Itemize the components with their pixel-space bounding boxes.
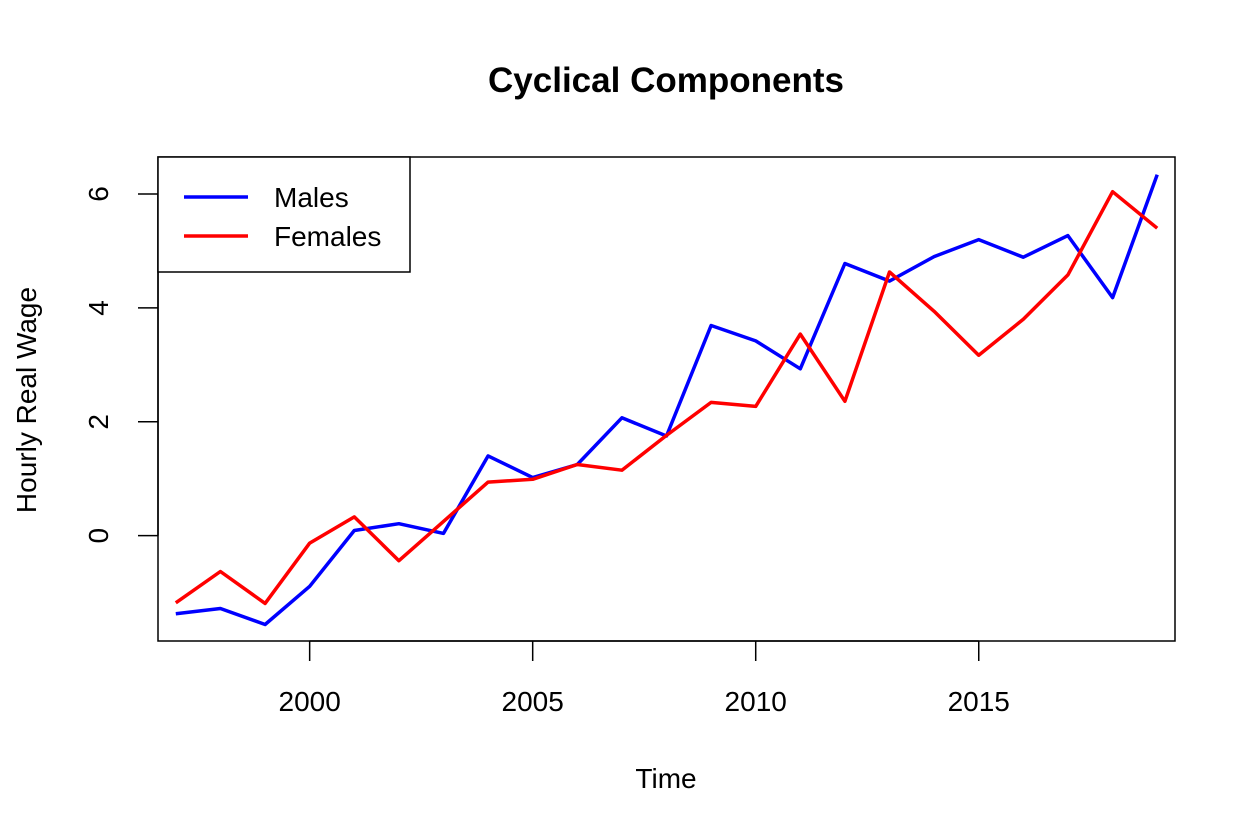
y-axis: 0 2 4 6 [83, 186, 159, 544]
y-tick-label: 2 [83, 414, 114, 430]
y-tick-label: 4 [83, 300, 114, 316]
legend-label-females: Females [274, 221, 381, 252]
y-tick-label: 6 [83, 186, 114, 202]
females-series [174, 189, 1159, 606]
females-line [174, 189, 1159, 606]
y-tick-label: 0 [83, 528, 114, 544]
legend: Males Females [157, 156, 411, 273]
x-tick-label: 2010 [725, 686, 787, 717]
legend-label-males: Males [274, 182, 349, 213]
x-tick-label: 2005 [502, 686, 564, 717]
x-axis: 2000 2005 2010 2015 [279, 640, 1010, 717]
x-tick-label: 2015 [948, 686, 1010, 717]
y-axis-label: Hourly Real Wage [11, 287, 42, 513]
legend-box [157, 156, 411, 273]
x-axis-label: Time [635, 763, 696, 794]
x-tick-label: 2000 [279, 686, 341, 717]
chart-title: Cyclical Components [488, 61, 844, 100]
series-lines [174, 174, 1159, 627]
